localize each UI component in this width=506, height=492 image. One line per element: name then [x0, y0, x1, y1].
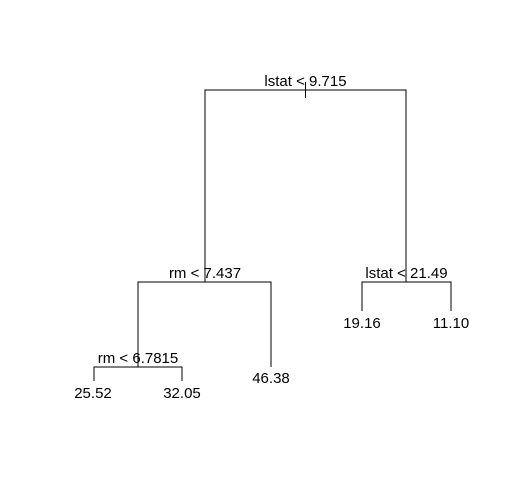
left-left-branch — [94, 367, 182, 381]
leaf-value-4: 19.16 — [343, 315, 381, 332]
leaf-value-1: 25.52 — [74, 385, 112, 402]
leaf-value-3: 46.38 — [252, 370, 290, 387]
split-label-root: lstat < 9.715 — [264, 73, 346, 90]
leaf-value-5: 11.10 — [433, 315, 469, 332]
split-node-root: lstat < 9.715 — [205, 73, 406, 282]
right-branch — [362, 282, 451, 311]
leaf-value-2: 32.05 — [163, 385, 201, 402]
root-branch — [205, 90, 406, 282]
split-label-right: lstat < 21.49 — [365, 265, 447, 282]
split-label-left-left: rm < 6.7815 — [98, 350, 178, 367]
split-node-left-left: rm < 6.7815 — [94, 350, 182, 381]
split-node-right: lstat < 21.49 — [362, 265, 451, 311]
split-label-left: rm < 7.437 — [169, 265, 241, 282]
